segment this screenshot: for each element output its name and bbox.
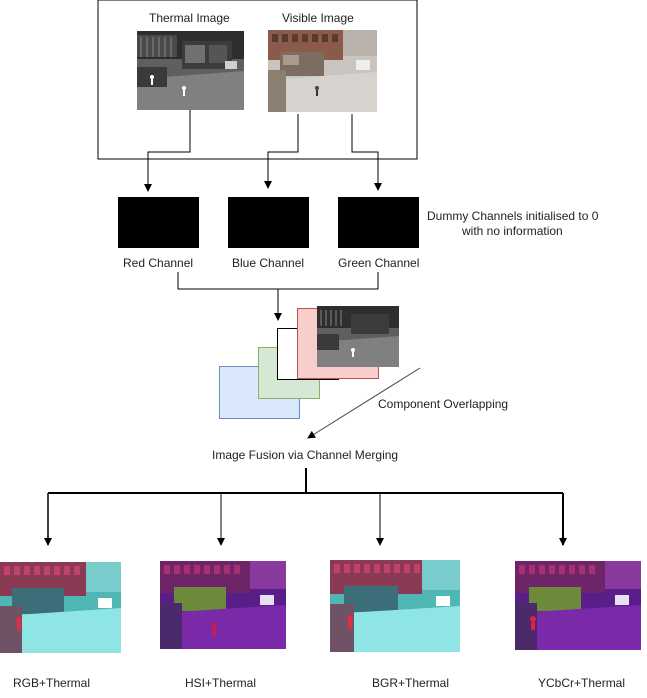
- hsi-thermal-image: [160, 561, 286, 649]
- input-frame: [97, 0, 418, 160]
- arrow-visible-to-blue: [264, 114, 299, 189]
- thermal-image-label: Thermal Image: [149, 11, 230, 25]
- overlap-label: Component Overlapping: [378, 397, 509, 411]
- red-channel-block: [118, 197, 199, 248]
- dummy-note-line1: Dummy Channels initialised to 0: [427, 209, 599, 223]
- green-channel-block: [338, 197, 419, 248]
- green-channel-label: Green Channel: [338, 256, 420, 270]
- bgr-thermal-image: [330, 560, 460, 652]
- dummy-note-line2: with no information: [462, 224, 563, 238]
- thermal-image: [137, 31, 244, 110]
- hsi-thermal-label: HSI+Thermal: [185, 676, 257, 690]
- arrow-overlap-to-fusion: [307, 367, 421, 439]
- red-channel-label: Red Channel: [123, 256, 194, 270]
- arrow-thermal-to-red: [144, 110, 191, 192]
- bgr-thermal-label: BGR+Thermal: [372, 676, 450, 690]
- visible-image: [268, 30, 377, 112]
- blue-channel-label: Blue Channel: [232, 256, 305, 270]
- thermal-layer-image: [317, 306, 399, 367]
- visible-image-label: Visible Image: [282, 11, 354, 25]
- rgb-thermal-image: [0, 562, 121, 653]
- ycbcr-thermal-label: YCbCr+Thermal: [538, 676, 626, 690]
- fusion-label: Image Fusion via Channel Merging: [212, 448, 399, 462]
- arrow-visible-to-green: [351, 114, 382, 191]
- rgb-thermal-label: RGB+Thermal: [13, 676, 91, 690]
- ycbcr-thermal-image: [515, 561, 641, 650]
- channels-merge-line: [177, 272, 379, 290]
- blue-channel-block: [228, 197, 309, 248]
